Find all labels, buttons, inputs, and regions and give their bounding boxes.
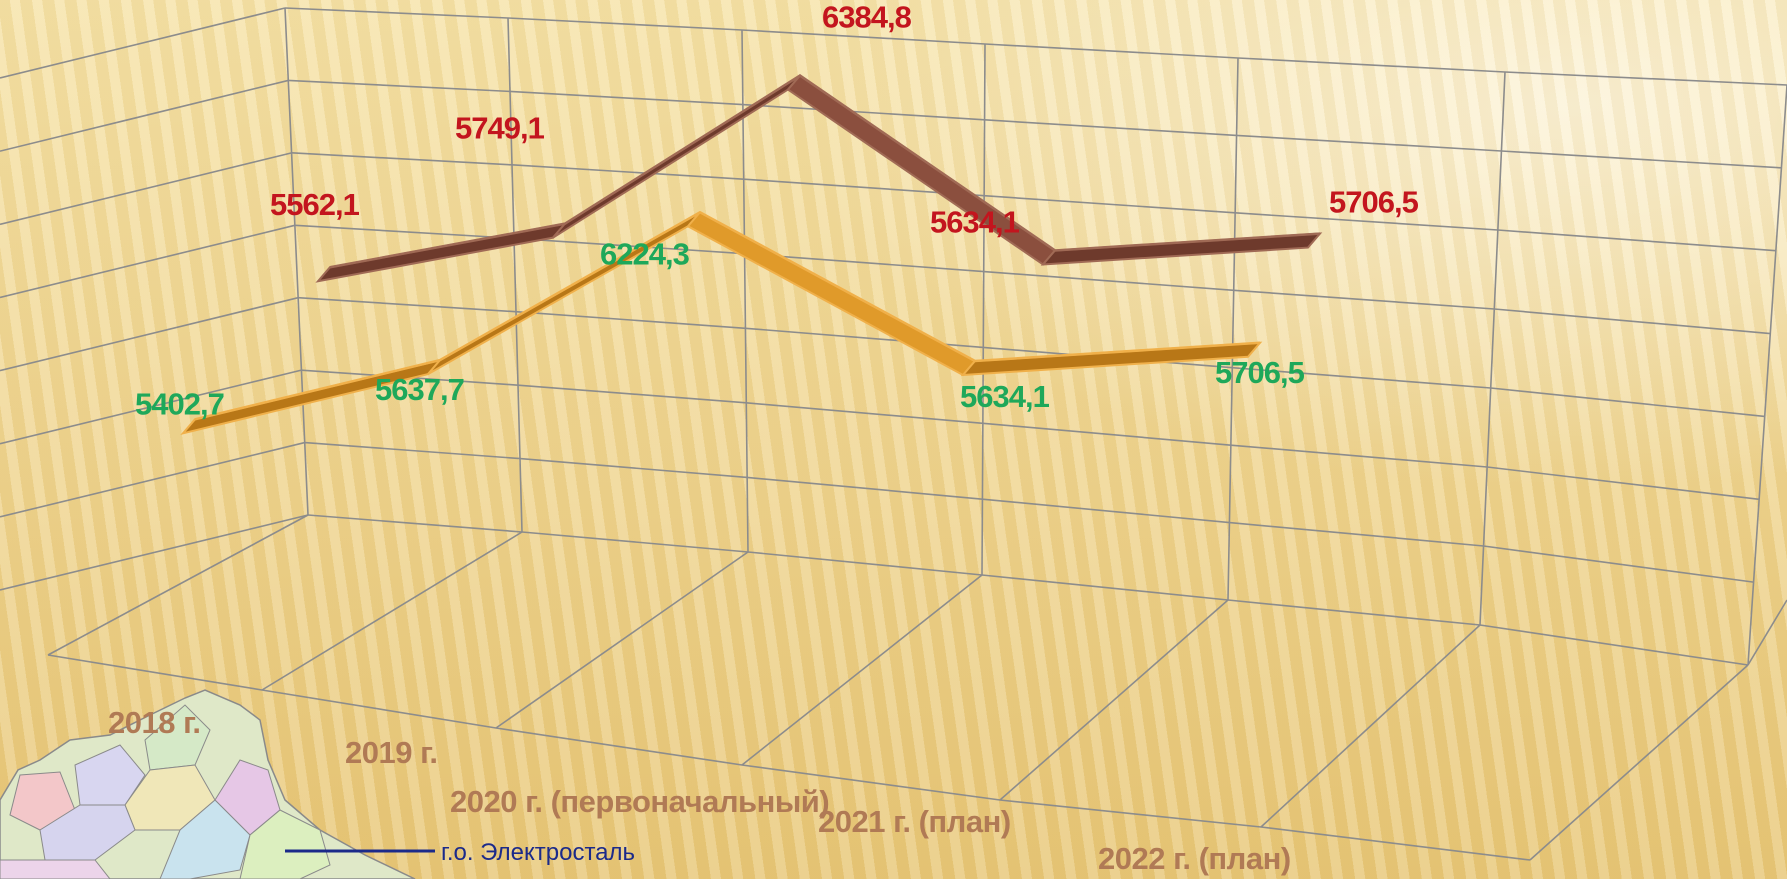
grid-line	[0, 7, 286, 79]
data-label: 5706,5	[1329, 185, 1419, 220]
category-label: 2019 г.	[345, 735, 438, 770]
category-axis-labels: 2018 г.2019 г.2020 г. (первоначальный)20…	[108, 705, 1291, 876]
grid-line	[0, 79, 289, 152]
grid-line	[0, 369, 302, 445]
category-label: 2018 г.	[108, 705, 201, 740]
data-label: 5562,1	[270, 187, 360, 222]
data-label: 5637,7	[375, 372, 464, 407]
grid-line	[307, 514, 1749, 666]
grid-line	[301, 369, 1760, 501]
grid-line	[284, 7, 309, 516]
data-label: 5634,1	[960, 379, 1050, 414]
grid-line	[261, 531, 523, 691]
data-label: 5749,1	[455, 111, 545, 146]
grid-line	[1529, 664, 1749, 861]
grid-line	[284, 7, 1787, 86]
series-line	[329, 74, 1321, 269]
grid-line	[0, 296, 299, 372]
grid-line	[999, 599, 1229, 801]
grid-line	[288, 79, 1782, 169]
category-label: 2021 г. (план)	[818, 804, 1011, 839]
series-segment	[315, 222, 568, 283]
series-line	[194, 210, 1261, 421]
grid-line	[291, 152, 1776, 252]
grid-line	[1747, 599, 1787, 666]
legend-label: г.о. Электросталь	[441, 839, 635, 866]
grid-line	[1747, 84, 1787, 666]
region-map-icon	[0, 689, 416, 879]
grid-line	[47, 514, 309, 656]
data-label: 5634,1	[930, 204, 1020, 239]
data-label: 5706,5	[1215, 355, 1305, 390]
chart-grid	[0, 7, 1787, 861]
data-label: 5402,7	[135, 386, 224, 421]
grid-line	[1479, 71, 1506, 626]
grid-line	[298, 296, 1765, 418]
data-label: 6384,8	[822, 0, 912, 35]
grid-line	[304, 441, 1754, 583]
grid-line	[0, 514, 309, 591]
grid-line	[507, 17, 523, 533]
data-labels: 5562,1 5749,1 6384,8 5634,1 5706,5 5402,7 5637…	[135, 0, 1420, 421]
data-label: 6224,3	[600, 236, 690, 271]
grid-line	[1260, 624, 1481, 828]
legend: г.о. Электросталь	[285, 839, 635, 866]
category-label: 2022 г. (план)	[1098, 841, 1291, 876]
grid-line	[0, 224, 296, 299]
category-label: 2020 г. (первоначальный)	[450, 784, 829, 819]
chart-series	[180, 74, 1323, 436]
grid-line	[0, 152, 292, 226]
grid-line	[495, 551, 749, 729]
grid-line	[0, 441, 305, 518]
grid-line	[1227, 57, 1239, 601]
grid-line	[741, 574, 983, 766]
grid-line	[981, 43, 986, 576]
